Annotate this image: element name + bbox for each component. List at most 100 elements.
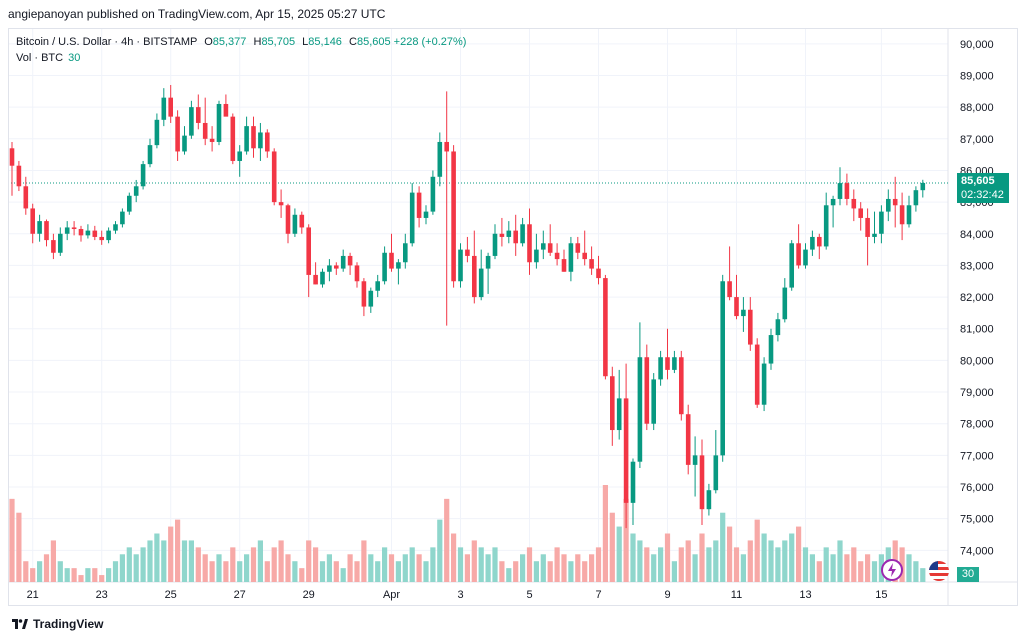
candle-body <box>844 183 850 199</box>
candle-body <box>154 119 160 146</box>
volume-bar <box>50 540 56 582</box>
candle-body <box>106 230 111 241</box>
candle-body <box>85 230 91 236</box>
volume-bar <box>533 561 539 582</box>
volume-bar <box>382 547 388 582</box>
candle-body <box>679 357 684 415</box>
volume-bar <box>554 547 560 582</box>
volume-bar <box>685 540 691 582</box>
volume-bar <box>237 561 243 582</box>
high-value: 85,705 <box>261 36 296 48</box>
volume-bar <box>23 561 29 582</box>
candle-body <box>713 455 719 491</box>
symbol-title: Bitcoin / U.S. Dollar · 4h · BITSTAMP <box>16 36 198 48</box>
volume-bar <box>299 568 305 582</box>
volume-bar <box>126 547 132 582</box>
volume-badge: 30 <box>957 567 979 582</box>
volume-bar <box>71 568 77 582</box>
candle-body <box>299 214 305 228</box>
volume-bar <box>871 561 878 582</box>
candle-body <box>644 357 650 424</box>
change-value: +228 (+0.27%) <box>393 36 467 48</box>
time-tick-label: 25 <box>165 589 177 601</box>
volume-bar <box>851 547 857 582</box>
volume-bar <box>85 568 91 582</box>
candle-body <box>196 107 201 123</box>
volume-bar <box>161 540 167 582</box>
lightning-icon[interactable] <box>881 559 903 581</box>
candle-body <box>78 229 84 236</box>
candle-body <box>361 281 367 307</box>
volume-bar <box>326 554 332 582</box>
us-flag-icon[interactable] <box>929 561 949 581</box>
volume-bar <box>64 568 70 582</box>
candle-body <box>506 230 512 237</box>
price-tick-label: 79,000 <box>960 387 994 399</box>
volume-bar <box>319 561 326 582</box>
volume-bar <box>175 519 181 582</box>
volume-bar <box>720 512 726 582</box>
volume-bar <box>278 540 284 582</box>
volume-bar <box>285 554 291 582</box>
time-axis: 21 23 25 27 29 Apr 3 5 7 9 11 13 15 <box>27 589 888 601</box>
candle-body <box>278 202 284 206</box>
grid <box>8 28 1018 606</box>
volume-bar <box>168 526 174 582</box>
open-value: 85,377 <box>212 36 247 48</box>
volume-bar <box>547 561 553 582</box>
volume-bar <box>844 554 850 582</box>
volume-bar <box>347 554 353 582</box>
volume-bar <box>423 561 429 582</box>
price-axis: 74,000 75,000 76,000 77,000 78,000 79,000 80,0… <box>960 39 994 558</box>
volume-bar <box>430 547 436 582</box>
candle-body <box>761 363 767 405</box>
time-tick-label: 3 <box>457 589 463 601</box>
candle-body <box>672 357 677 370</box>
time-tick-label: 15 <box>875 589 887 601</box>
price-badge: 85,605 02:32:42 <box>957 173 1009 203</box>
volume-bar <box>257 540 263 582</box>
ohlc-legend: Bitcoin / U.S. Dollar · 4h · BITSTAMP O8… <box>16 34 466 50</box>
candle-body <box>527 224 532 263</box>
candle-body <box>623 398 629 503</box>
candle-body <box>603 278 608 377</box>
volume-bar <box>271 547 277 582</box>
volume-bar <box>816 561 822 582</box>
price-tick-label: 87,000 <box>960 134 994 146</box>
candle-body <box>768 335 774 364</box>
price-badge-value: 85,605 <box>961 175 995 187</box>
volume-bar <box>602 485 608 582</box>
candle-body <box>830 198 836 206</box>
close-label: C <box>349 36 357 48</box>
price-tick-label: 88,000 <box>960 102 994 114</box>
volume-bar <box>471 540 477 582</box>
candle-body <box>817 236 822 247</box>
candle-body <box>748 309 753 345</box>
time-tick-label: 11 <box>731 589 742 601</box>
candle-body <box>651 379 656 424</box>
candle-body <box>430 176 436 212</box>
candle-body <box>23 186 29 209</box>
open-label: O <box>204 36 213 48</box>
candle-body <box>347 255 353 266</box>
candle-body <box>37 221 42 234</box>
volume-bar <box>540 554 546 582</box>
volume-bar <box>354 561 360 582</box>
candle-body <box>754 344 760 405</box>
volume-bar <box>858 561 864 582</box>
volume-bar <box>492 547 498 582</box>
time-tick-label: 27 <box>234 589 246 601</box>
candle-body <box>879 211 884 234</box>
candle-body <box>658 357 663 380</box>
candle-body <box>223 103 229 117</box>
volume-bar <box>444 498 450 582</box>
candle-body <box>334 265 339 269</box>
volume-bar <box>727 526 733 582</box>
candle-body <box>892 198 898 206</box>
candle-body <box>92 230 98 237</box>
volume-bar <box>671 561 677 582</box>
candle-body <box>637 357 643 462</box>
volume-bar <box>361 540 367 582</box>
footer: TradingView <box>12 617 103 631</box>
